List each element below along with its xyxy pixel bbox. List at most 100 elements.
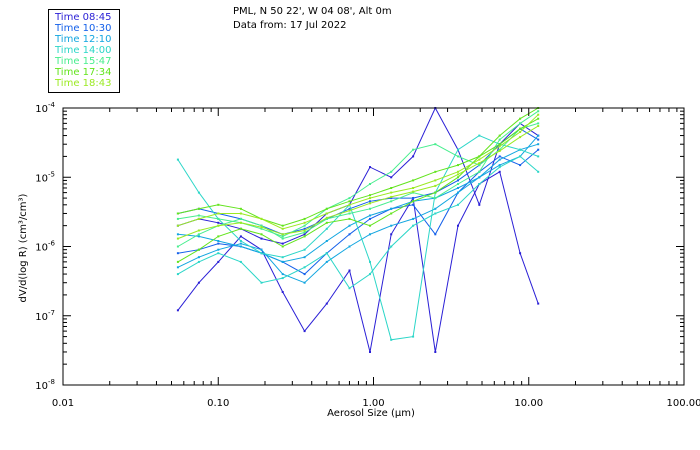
data-point xyxy=(303,233,306,236)
data-point xyxy=(197,235,200,238)
data-point xyxy=(434,191,437,194)
data-point xyxy=(519,122,522,125)
data-point xyxy=(325,217,328,220)
data-point xyxy=(303,229,306,232)
data-point xyxy=(369,166,371,169)
y-tick-label: 10-8 xyxy=(35,378,55,392)
data-point xyxy=(217,224,220,227)
data-point xyxy=(498,149,501,152)
data-point xyxy=(390,200,393,203)
series-line xyxy=(177,171,539,353)
plot-frame xyxy=(62,107,685,386)
data-point xyxy=(434,170,437,173)
legend-entry-1547: Time 15:47 xyxy=(55,56,112,67)
data-point xyxy=(478,170,481,173)
data-point xyxy=(239,245,242,248)
data-point xyxy=(369,351,371,353)
data-point xyxy=(434,351,437,353)
data-point xyxy=(537,122,540,125)
legend-entry-1843: Time 18:43 xyxy=(55,78,112,89)
data-point xyxy=(498,164,501,167)
x-tick-label: 100.00 xyxy=(667,398,700,409)
data-point xyxy=(197,260,200,263)
data-point xyxy=(519,164,522,167)
data-point xyxy=(537,125,540,127)
axes-layer: 0.01 0.10 1.00 10.00 100.00 10-8 10-7 10-6 10-5 1… xyxy=(35,101,700,409)
data-point xyxy=(260,227,263,230)
data-point xyxy=(390,197,393,200)
data-point xyxy=(303,256,306,259)
y-tick-label: 10-6 xyxy=(35,240,55,254)
data-point xyxy=(197,233,200,236)
series-line xyxy=(177,135,539,341)
data-point xyxy=(176,237,179,240)
data-point xyxy=(176,273,179,276)
data-point xyxy=(176,217,179,220)
data-point xyxy=(176,224,179,227)
data-point xyxy=(217,221,220,224)
data-point xyxy=(412,179,415,182)
data-point xyxy=(217,203,220,206)
data-point xyxy=(260,237,263,240)
data-point xyxy=(390,170,393,173)
data-point xyxy=(281,245,284,248)
data-point xyxy=(390,245,393,248)
data-point xyxy=(478,158,481,161)
data-point xyxy=(498,143,501,146)
data-point xyxy=(390,338,393,341)
data-point xyxy=(537,170,540,173)
data-point xyxy=(260,224,263,227)
data-point xyxy=(197,248,200,251)
series-line xyxy=(177,135,539,284)
data-point xyxy=(478,155,481,158)
data-point xyxy=(537,143,540,146)
series-line xyxy=(177,143,539,263)
data-point xyxy=(303,231,306,234)
data-point xyxy=(348,287,351,290)
data-point xyxy=(348,224,351,227)
data-point xyxy=(478,134,481,137)
data-point xyxy=(325,216,328,219)
series-3 xyxy=(176,127,540,236)
data-point xyxy=(457,155,459,158)
data-point xyxy=(348,207,351,210)
data-point xyxy=(176,233,179,236)
data-point xyxy=(537,134,540,137)
data-point xyxy=(303,330,306,333)
x-axis-label: Aerosol Size (µm) xyxy=(327,408,415,419)
data-point xyxy=(348,217,351,220)
data-point xyxy=(390,233,393,236)
data-point xyxy=(537,113,540,116)
data-point xyxy=(281,256,284,259)
data-point xyxy=(412,203,415,206)
series-13 xyxy=(176,125,540,240)
data-point xyxy=(348,200,351,203)
data-point xyxy=(348,212,351,215)
data-point xyxy=(239,221,242,224)
data-point xyxy=(325,221,328,224)
data-point xyxy=(348,209,351,212)
data-point xyxy=(537,110,540,113)
data-point xyxy=(519,136,522,139)
legend-entry-0845: Time 08:45 xyxy=(55,12,112,23)
series-0 xyxy=(176,170,540,353)
series-6 xyxy=(176,134,540,341)
series-7 xyxy=(176,155,540,290)
data-point xyxy=(390,212,393,215)
data-point xyxy=(369,194,371,197)
data-point xyxy=(369,183,371,185)
data-point xyxy=(325,302,328,305)
data-point xyxy=(281,260,284,263)
data-point xyxy=(281,237,284,240)
data-point xyxy=(434,179,437,182)
data-point xyxy=(412,187,415,189)
data-point xyxy=(390,207,393,210)
data-point xyxy=(498,158,501,161)
data-point xyxy=(369,260,371,263)
data-point xyxy=(412,200,415,203)
data-point xyxy=(239,235,242,238)
data-point xyxy=(303,266,306,269)
data-point xyxy=(239,217,242,220)
data-point xyxy=(457,179,459,182)
